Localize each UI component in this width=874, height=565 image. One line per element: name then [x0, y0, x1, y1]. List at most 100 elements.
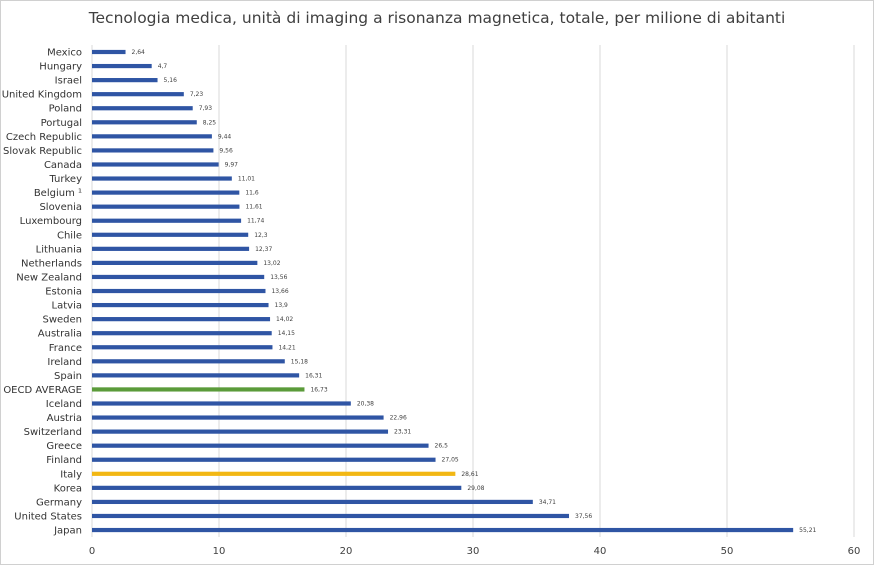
category-label: United Kingdom	[2, 90, 82, 101]
bar	[92, 190, 240, 195]
value-label: 13,66	[271, 288, 288, 295]
bar	[92, 232, 249, 237]
category-label: Korea	[54, 483, 82, 494]
bar	[92, 527, 794, 533]
bar	[92, 204, 240, 209]
value-label: 11,61	[245, 204, 262, 211]
bar	[92, 106, 193, 111]
category-label: Estonia	[45, 287, 82, 298]
value-label: 27,05	[442, 457, 459, 464]
bar	[92, 359, 285, 364]
category-label: Slovak Republic	[3, 146, 82, 157]
bar	[92, 134, 212, 139]
category-label: Israel	[55, 76, 82, 87]
category-label: Luxembourg	[20, 216, 82, 227]
bar	[92, 246, 250, 251]
bar	[92, 331, 272, 336]
category-label: Turkey	[48, 174, 82, 185]
value-label: 12,3	[254, 232, 268, 239]
x-tick-label: 10	[213, 546, 226, 557]
category-label: Ireland	[47, 357, 82, 368]
category-label: Spain	[54, 371, 82, 382]
value-label: 11,6	[245, 190, 259, 197]
value-label: 2,64	[132, 49, 146, 56]
bar	[92, 401, 351, 406]
chart-title: Tecnologia medica, unità di imaging a ri…	[88, 9, 786, 27]
bar	[92, 78, 158, 83]
value-label: 34,71	[539, 499, 556, 506]
bar	[92, 387, 305, 392]
category-label: Portugal	[41, 118, 82, 129]
value-label: 15,18	[291, 358, 308, 365]
x-tick-label: 30	[467, 546, 480, 557]
value-label: 7,93	[199, 105, 213, 112]
bar	[92, 176, 232, 181]
category-label: Australia	[38, 329, 82, 340]
bar	[92, 288, 266, 294]
value-label: 13,56	[270, 274, 287, 281]
x-tick-label: 40	[594, 546, 607, 557]
value-label: 26,5	[435, 443, 449, 450]
category-label: Canada	[44, 160, 82, 171]
value-label: 9,44	[218, 133, 232, 140]
category-label: Finland	[46, 455, 82, 466]
category-label: France	[49, 343, 82, 354]
value-label: 14,21	[278, 344, 295, 351]
bar	[92, 513, 570, 519]
bar	[92, 471, 456, 476]
category-label: Switzerland	[24, 427, 82, 438]
value-label: 8,25	[203, 119, 217, 126]
value-label: 28,61	[461, 471, 478, 478]
category-label: Lithuania	[36, 244, 82, 255]
value-label: 12,37	[255, 246, 272, 253]
category-label: Iceland	[46, 399, 82, 410]
category-label: Mexico	[47, 48, 82, 59]
bar	[92, 302, 269, 308]
value-label: 14,15	[278, 330, 295, 337]
bar	[92, 218, 242, 223]
category-label: Czech Republic	[6, 132, 82, 143]
x-tick-label: 20	[340, 546, 353, 557]
bar	[92, 260, 258, 265]
value-label: 4,7	[158, 63, 168, 70]
bar	[92, 345, 273, 350]
bar	[92, 499, 533, 505]
x-tick-label: 50	[721, 546, 734, 557]
bar	[92, 317, 271, 322]
category-label: Belgium ¹	[34, 188, 82, 199]
category-label: OECD AVERAGE	[3, 385, 82, 396]
value-label: 55,21	[799, 527, 816, 534]
label-layer: 0 10 20 30 40 50 60 Mexico 2,64 Hungary 4,7 Israel 5…	[2, 48, 861, 558]
bar	[92, 120, 197, 125]
value-label: 22,96	[390, 415, 407, 422]
value-label: 7,23	[190, 91, 204, 98]
bar	[92, 162, 219, 167]
value-label: 11,74	[247, 218, 264, 225]
x-tick-label: 0	[89, 546, 95, 557]
x-tick-label: 60	[848, 546, 861, 557]
bar	[92, 457, 436, 462]
bar	[92, 443, 429, 448]
value-label: 14,02	[276, 316, 293, 323]
category-label: Sweden	[42, 315, 82, 326]
value-label: 29,08	[467, 485, 484, 492]
value-label: 16,73	[310, 386, 327, 393]
grid-layer	[91, 45, 855, 537]
bar	[92, 274, 265, 280]
value-label: 13,02	[263, 260, 280, 267]
category-label: New Zealand	[16, 272, 82, 283]
value-label: 11,01	[238, 176, 255, 183]
category-label: Chile	[57, 230, 82, 241]
category-label: Austria	[47, 413, 82, 424]
value-label: 9,97	[225, 161, 239, 168]
bar	[92, 415, 384, 420]
category-label: Greece	[46, 441, 82, 452]
value-label: 23,31	[394, 429, 411, 436]
bar	[92, 92, 184, 97]
value-label: 16,31	[305, 372, 322, 379]
category-label: Netherlands	[21, 258, 82, 269]
category-label: Latvia	[52, 301, 82, 312]
category-label: Germany	[36, 497, 82, 508]
category-label: Japan	[53, 526, 82, 537]
